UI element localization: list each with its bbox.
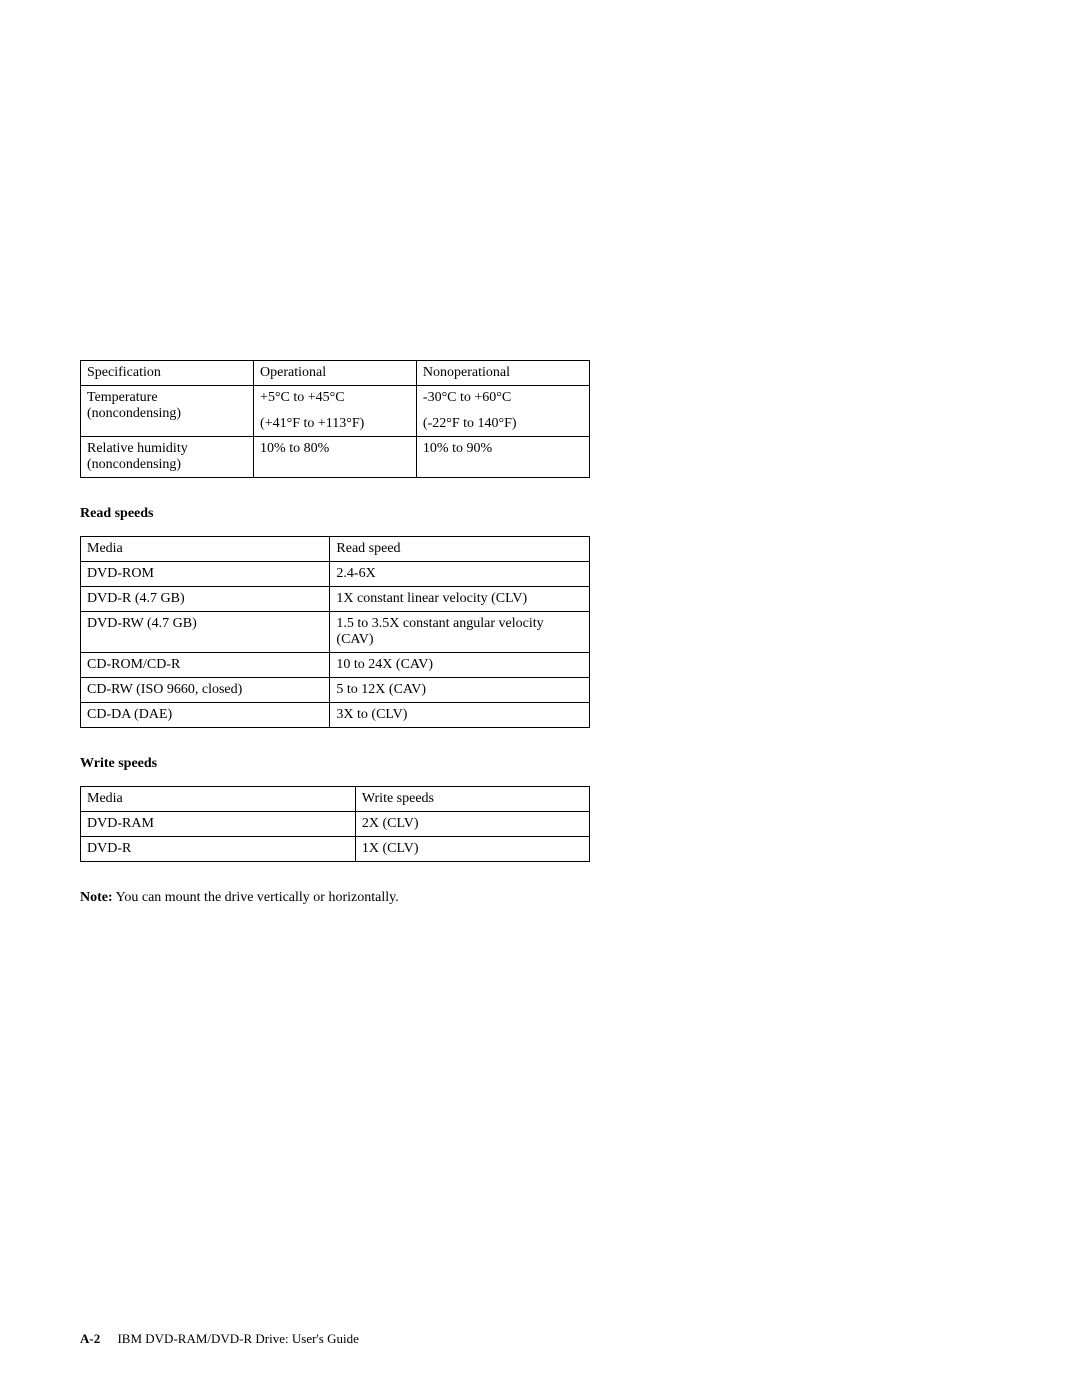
table-row: Temperature (noncondensing) +5°C to +45°… (81, 386, 590, 437)
env-nonop-main: -30°C to +60°C (423, 390, 583, 406)
footer-page-number: A-2 (80, 1331, 100, 1346)
note-label: Note: (80, 890, 113, 905)
read-media: CD-RW (ISO 9660, closed) (81, 678, 330, 703)
env-op: 10% to 80% (254, 437, 417, 478)
page-footer: A-2 IBM DVD-RAM/DVD-R Drive: User's Guid… (80, 1331, 359, 1347)
note: Note: You can mount the drive vertically… (80, 890, 590, 906)
read-speed: 2.4-6X (330, 562, 590, 587)
read-header-media: Media (81, 537, 330, 562)
read-speed: 3X to (CLV) (330, 703, 590, 728)
env-nonop-sub: (-22°F to 140°F) (423, 416, 583, 432)
environment-table: Specification Operational Nonoperational… (80, 360, 590, 478)
write-media: DVD-RAM (81, 812, 356, 837)
table-row: DVD-RAM 2X (CLV) (81, 812, 590, 837)
write-header-media: Media (81, 787, 356, 812)
env-op-sub: (+41°F to +113°F) (260, 416, 410, 432)
table-row: DVD-ROM 2.4-6X (81, 562, 590, 587)
table-row: DVD-R 1X (CLV) (81, 837, 590, 862)
env-op-main: +5°C to +45°C (260, 390, 410, 406)
read-speed: 1X constant linear velocity (CLV) (330, 587, 590, 612)
read-header-speed: Read speed (330, 537, 590, 562)
read-speed: 5 to 12X (CAV) (330, 678, 590, 703)
table-row: DVD-R (4.7 GB) 1X constant linear veloci… (81, 587, 590, 612)
table-row: DVD-RW (4.7 GB) 1.5 to 3.5X constant ang… (81, 612, 590, 653)
env-header-nonop: Nonoperational (416, 361, 589, 386)
read-media: CD-DA (DAE) (81, 703, 330, 728)
env-spec: Relative humidity (noncondensing) (81, 437, 254, 478)
footer-title: IBM DVD-RAM/DVD-R Drive: User's Guide (117, 1331, 358, 1346)
read-media: CD-ROM/CD-R (81, 653, 330, 678)
read-media: DVD-RW (4.7 GB) (81, 612, 330, 653)
read-speeds-heading: Read speeds (80, 506, 590, 522)
env-header-spec: Specification (81, 361, 254, 386)
write-speeds-heading: Write speeds (80, 756, 590, 772)
table-row: Relative humidity (noncondensing) 10% to… (81, 437, 590, 478)
table-row: CD-ROM/CD-R 10 to 24X (CAV) (81, 653, 590, 678)
write-speed: 2X (CLV) (355, 812, 589, 837)
env-spec: Temperature (noncondensing) (81, 386, 254, 437)
env-op: +5°C to +45°C (+41°F to +113°F) (254, 386, 417, 437)
read-media: DVD-R (4.7 GB) (81, 587, 330, 612)
read-speeds-table: Media Read speed DVD-ROM 2.4-6X DVD-R (4… (80, 536, 590, 728)
write-speed: 1X (CLV) (355, 837, 589, 862)
note-text: You can mount the drive vertically or ho… (116, 890, 399, 905)
table-row: CD-RW (ISO 9660, closed) 5 to 12X (CAV) (81, 678, 590, 703)
write-media: DVD-R (81, 837, 356, 862)
env-nonop: 10% to 90% (416, 437, 589, 478)
write-header-speed: Write speeds (355, 787, 589, 812)
env-nonop: -30°C to +60°C (-22°F to 140°F) (416, 386, 589, 437)
env-header-op: Operational (254, 361, 417, 386)
write-speeds-table: Media Write speeds DVD-RAM 2X (CLV) DVD-… (80, 786, 590, 862)
read-speed: 1.5 to 3.5X constant angular velocity (C… (330, 612, 590, 653)
table-row: CD-DA (DAE) 3X to (CLV) (81, 703, 590, 728)
read-media: DVD-ROM (81, 562, 330, 587)
read-speed: 10 to 24X (CAV) (330, 653, 590, 678)
